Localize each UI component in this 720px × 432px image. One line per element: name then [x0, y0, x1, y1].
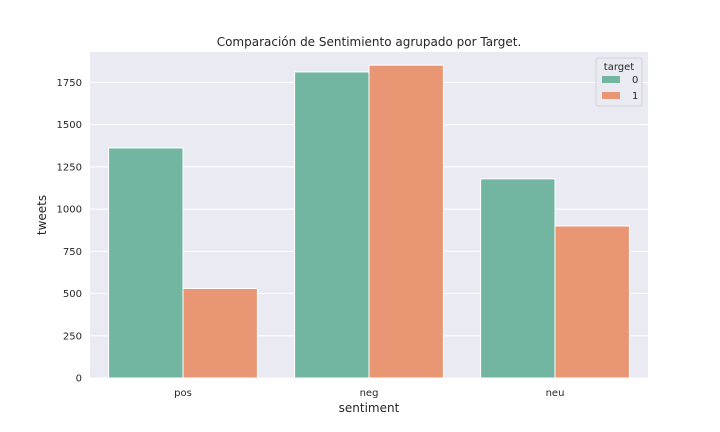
- y-tick-label: 750: [63, 247, 82, 258]
- x-tick-label: pos: [174, 388, 192, 399]
- legend-swatch: [602, 92, 620, 99]
- bar-neg-0: [294, 71, 370, 379]
- x-axis-label: sentiment: [339, 401, 400, 415]
- legend-swatch: [602, 76, 620, 83]
- bar-pos-1: [182, 287, 258, 379]
- bar-neg-1: [368, 64, 444, 379]
- legend-label: 1: [632, 91, 638, 102]
- chart-title: Comparación de Sentimiento agrupado por …: [217, 35, 522, 49]
- legend-items: 01: [602, 75, 638, 102]
- y-axis-label: tweets: [35, 195, 49, 235]
- bar-neu-1: [554, 225, 630, 379]
- x-axis-ticks: pos neg neu: [174, 388, 564, 399]
- y-tick-label: 500: [63, 289, 82, 300]
- x-tick-label: neu: [546, 388, 565, 399]
- y-tick-label: 250: [63, 331, 82, 342]
- y-tick-label: 0: [76, 374, 82, 385]
- x-tick-label: neg: [360, 388, 379, 399]
- legend-label: 0: [632, 75, 638, 86]
- y-tick-label: 1250: [57, 162, 82, 173]
- y-tick-label: 1000: [57, 205, 82, 216]
- y-tick-label: 1500: [57, 120, 82, 131]
- bar-neu-0: [480, 178, 556, 379]
- y-axis-ticks: 0 250 500 750 1000 1250 1500 1750: [57, 78, 82, 385]
- bar-pos-0: [108, 147, 184, 379]
- y-tick-label: 1750: [57, 78, 82, 89]
- legend: target 01: [595, 57, 643, 107]
- bars: [108, 64, 630, 379]
- legend-title: target: [604, 62, 634, 73]
